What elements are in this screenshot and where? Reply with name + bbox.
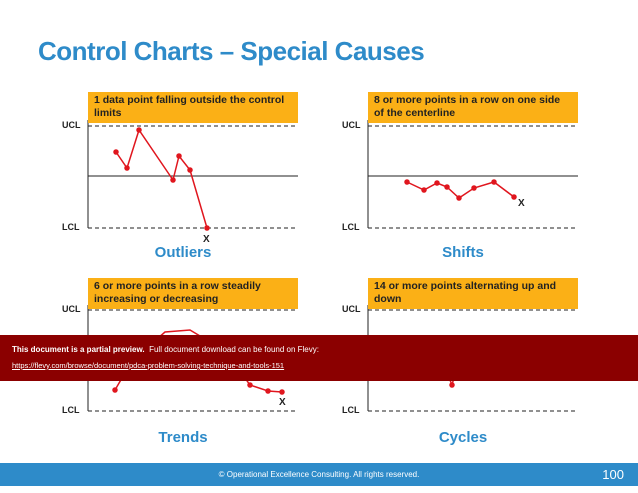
ucl-label: UCL bbox=[62, 120, 81, 130]
note-box: 1 data point falling outside the control… bbox=[88, 92, 298, 123]
ucl-label: UCL bbox=[342, 304, 361, 314]
lcl-label: LCL bbox=[62, 222, 80, 232]
page-number: 100 bbox=[602, 467, 624, 482]
note-box: 8 or more points in a row on one side of… bbox=[368, 92, 578, 123]
trace bbox=[115, 128, 208, 229]
panel-caption: Trends bbox=[158, 429, 208, 446]
ucl-label: UCL bbox=[342, 120, 361, 130]
footer: © Operational Excellence Consulting. All… bbox=[0, 463, 638, 486]
panel-caption: Cycles bbox=[438, 429, 488, 446]
panel-frame bbox=[367, 120, 578, 229]
footer-text: © Operational Excellence Consulting. All… bbox=[218, 470, 420, 479]
preview-banner: This document is a partial preview. Full… bbox=[0, 335, 638, 381]
point-marker: X bbox=[518, 198, 525, 209]
banner-bold: This document is a partial preview. bbox=[12, 345, 145, 354]
banner-note: Full document download can be found on F… bbox=[149, 345, 319, 354]
lcl-label: LCL bbox=[342, 222, 360, 232]
note-box: 14 or more points alternating up and dow… bbox=[368, 278, 578, 309]
ucl-label: UCL bbox=[62, 304, 81, 314]
banner-link[interactable]: https://flevy.com/browse/document/pdca-p… bbox=[12, 361, 285, 370]
panel-caption: Outliers bbox=[154, 244, 212, 261]
lcl-label: LCL bbox=[62, 405, 80, 415]
banner-text: This document is a partial preview. Full… bbox=[12, 345, 319, 354]
point-marker: X bbox=[203, 234, 210, 245]
panel-caption: Shifts bbox=[442, 244, 484, 261]
lcl-label: LCL bbox=[342, 405, 360, 415]
panel-frame bbox=[87, 120, 298, 229]
note-box: 6 or more points in a row steadily incre… bbox=[88, 278, 298, 309]
point-marker: X bbox=[279, 397, 286, 408]
slide-title: Control Charts – Special Causes bbox=[38, 36, 425, 66]
